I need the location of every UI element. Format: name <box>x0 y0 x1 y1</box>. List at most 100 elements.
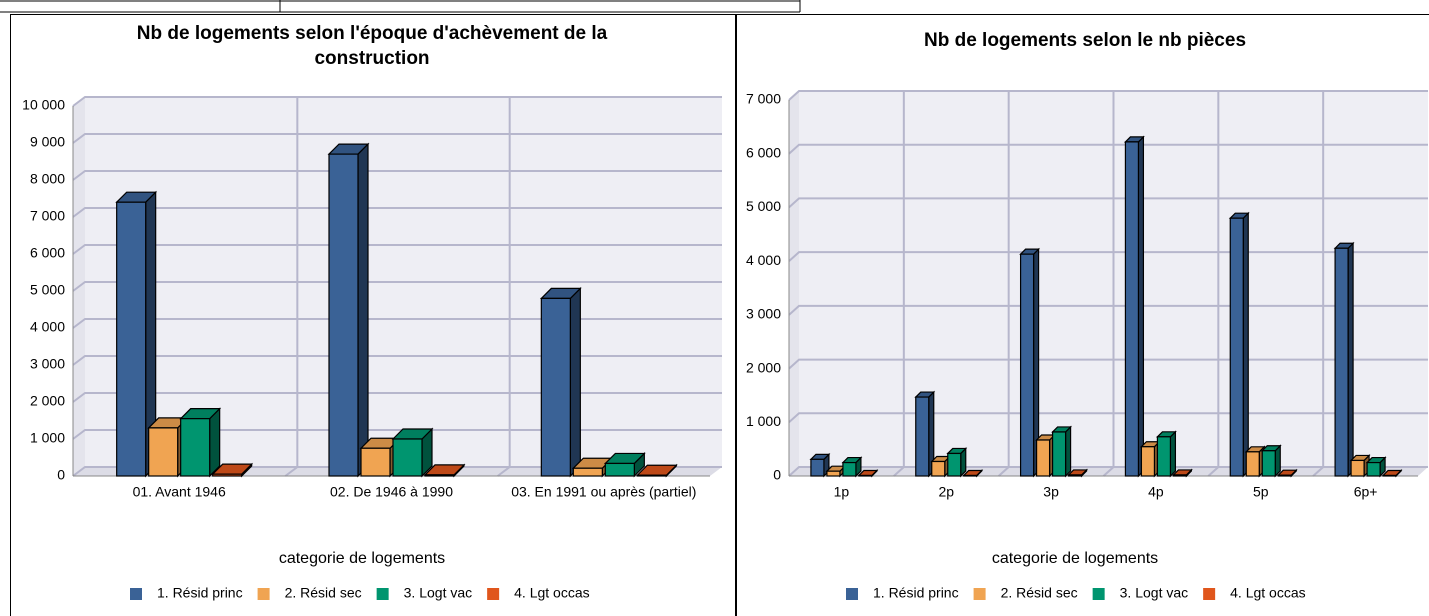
bar <box>392 438 423 477</box>
bar <box>947 452 962 477</box>
legend-label: 3. Logt vac <box>404 585 473 601</box>
bar <box>1140 446 1156 477</box>
y-tick-label: 9 000 <box>30 134 65 150</box>
y-tick-label: 10 000 <box>22 97 65 113</box>
bar <box>1124 141 1140 477</box>
bar-side <box>569 286 581 478</box>
y-tick-label: 4 000 <box>30 319 65 335</box>
bar <box>810 458 825 477</box>
bar <box>1156 436 1172 477</box>
x-axis-label: categorie de logements <box>992 550 1158 567</box>
bar <box>360 447 391 477</box>
grid-line <box>284 97 299 477</box>
y-tick-label: 3 000 <box>746 306 781 322</box>
y-tick-label: 6 000 <box>746 144 781 160</box>
x-tick-label: 3p <box>1043 484 1059 500</box>
bar <box>1035 439 1051 477</box>
chart: 0 1 000 2 000 3 000 4 000 5 000 6 000 7 000 1p 2p… <box>746 90 1428 500</box>
grid-line <box>893 91 905 477</box>
x-tick-label: 6p+ <box>1354 484 1378 500</box>
x-tick-label: 2p <box>938 484 954 500</box>
x-axis-label: categorie de logements <box>279 550 445 567</box>
y-tick-label: 0 <box>773 467 781 483</box>
bar <box>116 201 147 477</box>
chart: 0 1 000 2 000 3 000 4 000 5 000 6 000 7 000 8 00… <box>22 96 722 500</box>
bar <box>1245 451 1260 477</box>
bar <box>1366 461 1381 477</box>
bar <box>1334 247 1349 477</box>
legend-label: 1. Résid princ <box>873 585 959 601</box>
x-tick-label: 03. En 1991 ou après (partiel) <box>511 484 696 500</box>
bar <box>572 467 603 477</box>
x-tick-label: 1p <box>834 484 850 500</box>
bar <box>858 474 873 477</box>
title-line: construction <box>314 48 429 69</box>
legend-label: 4. Lgt occas <box>514 585 590 601</box>
y-tick-label: 1 000 <box>30 430 65 446</box>
y-tick-label: 5 000 <box>30 282 65 298</box>
grid-line <box>997 91 1010 477</box>
x-tick-label: 5p <box>1253 484 1269 500</box>
bar <box>212 473 243 477</box>
bar <box>1051 431 1067 477</box>
bar <box>604 462 635 477</box>
legend-swatch <box>487 588 500 600</box>
legend-label: 3. Logt vac <box>1120 585 1189 601</box>
legend-swatch <box>376 588 389 600</box>
grid-line <box>1207 91 1220 477</box>
x-tick-label: 02. De 1946 à 1990 <box>330 484 453 500</box>
y-tick-label: 8 000 <box>30 171 65 187</box>
y-tick-label: 5 000 <box>746 198 781 214</box>
legend-label: 2. Résid sec <box>1001 585 1078 601</box>
chart-title: Nb de logements selon le nb pièces <box>924 30 1246 51</box>
bar <box>1382 474 1397 477</box>
bar-side <box>1347 241 1354 478</box>
legend-swatch <box>1203 588 1216 600</box>
y-tick-label: 4 000 <box>746 252 781 268</box>
bar <box>915 396 930 477</box>
bar <box>1172 474 1188 477</box>
bar <box>1019 253 1035 477</box>
bar <box>636 474 667 477</box>
bar <box>148 427 179 477</box>
legend-swatch <box>130 588 142 600</box>
bar <box>826 470 841 477</box>
bar-side <box>357 142 369 478</box>
legend-label: 1. Résid princ <box>157 585 243 601</box>
bar-side <box>1137 135 1145 478</box>
bar-side <box>209 407 221 478</box>
y-tick-label: 3 000 <box>30 356 65 372</box>
grid-line <box>1102 91 1115 477</box>
bar-side <box>1242 211 1249 478</box>
y-tick-label: 1 000 <box>746 413 781 429</box>
y-tick-label: 7 000 <box>746 91 781 107</box>
bar <box>180 418 211 477</box>
bar <box>963 474 978 477</box>
panel-border <box>736 14 1429 616</box>
y-tick-label: 6 000 <box>30 245 65 261</box>
legend-label: 4. Lgt occas <box>1230 585 1306 601</box>
x-tick-label: 4p <box>1148 484 1164 500</box>
bar <box>424 474 455 477</box>
panel-border <box>10 14 736 616</box>
y-tick-label: 0 <box>57 467 65 483</box>
bar <box>1350 459 1365 477</box>
y-tick-label: 2 000 <box>30 393 65 409</box>
bar <box>842 461 857 477</box>
grid-line <box>497 97 511 477</box>
title-line: Nb de logements selon l'époque d'achèvem… <box>137 23 608 44</box>
bar <box>931 460 946 477</box>
bar-side <box>1169 430 1177 478</box>
legend-swatch <box>973 588 986 600</box>
grid-line <box>1312 91 1325 477</box>
y-tick-label: 2 000 <box>746 359 781 375</box>
bar <box>1261 450 1276 477</box>
legend-label: 2. Résid sec <box>285 585 362 601</box>
chart-title: Nb de logements selon l'époque d'achèvem… <box>137 23 608 69</box>
bar <box>1229 217 1244 477</box>
legend-swatch <box>1092 588 1105 600</box>
bar <box>328 153 359 477</box>
x-tick-label: 01. Avant 1946 <box>133 484 226 500</box>
bar <box>1067 474 1083 477</box>
